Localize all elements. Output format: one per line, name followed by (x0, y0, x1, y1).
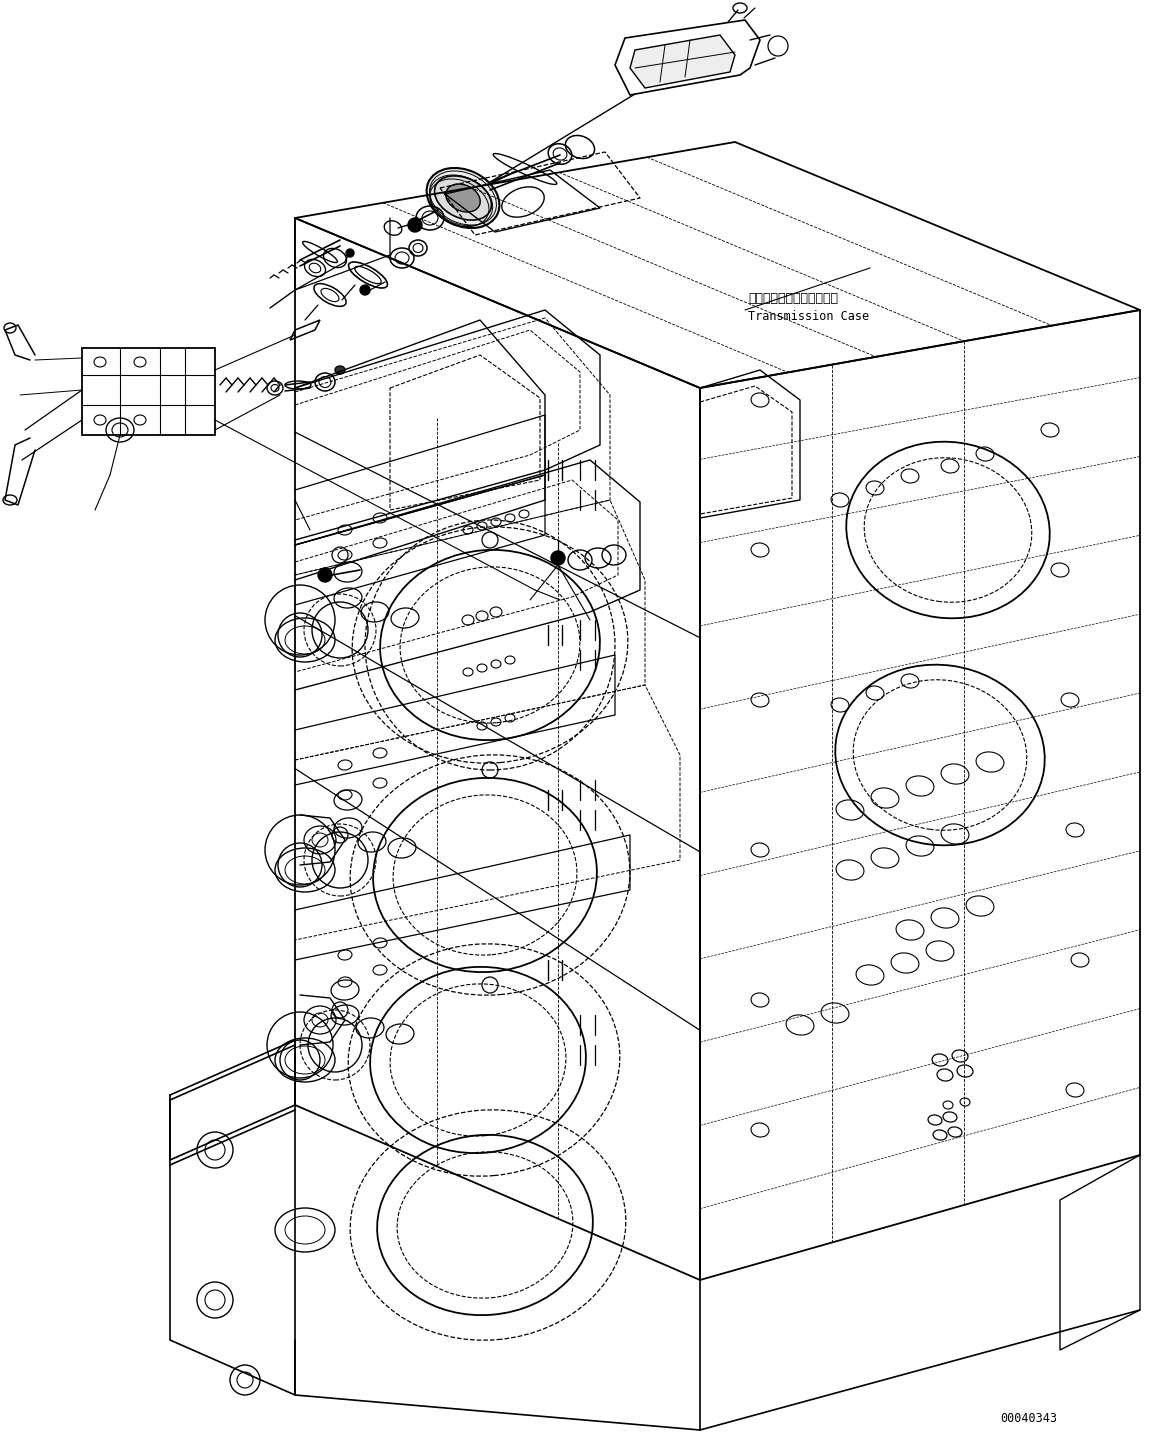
Circle shape (361, 284, 370, 294)
Polygon shape (83, 348, 215, 435)
Ellipse shape (335, 366, 345, 373)
Text: Transmission Case: Transmission Case (748, 310, 869, 323)
Ellipse shape (445, 184, 480, 213)
Circle shape (347, 248, 354, 257)
Polygon shape (615, 20, 759, 95)
Ellipse shape (435, 175, 492, 220)
Polygon shape (630, 34, 735, 88)
Circle shape (317, 569, 331, 582)
Ellipse shape (768, 36, 789, 56)
Circle shape (551, 551, 565, 564)
Text: 00040343: 00040343 (1000, 1412, 1057, 1425)
Polygon shape (290, 320, 320, 340)
Ellipse shape (413, 244, 423, 253)
Ellipse shape (427, 168, 499, 228)
Circle shape (408, 218, 422, 233)
Text: トランスミッションケース: トランスミッションケース (748, 292, 839, 304)
